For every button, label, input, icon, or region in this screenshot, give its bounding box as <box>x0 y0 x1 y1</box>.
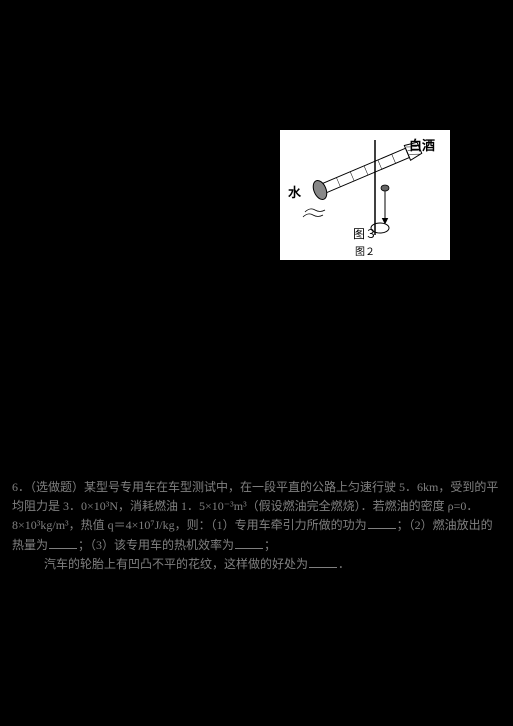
blank-4 <box>309 556 337 568</box>
question-part3: ；（3）该专用车的热机效率为 <box>78 538 234 552</box>
question-number: 6． <box>12 480 30 494</box>
question-part6: ． <box>338 557 350 571</box>
figure-subcaption: 图２ <box>355 243 375 258</box>
question-part5: 汽车的轮胎上有凹凸不平的花纹，这样做的好处为 <box>44 557 308 571</box>
question-text: 6．（选做题）某型号专用车在车型测试中，在一段平直的公路上匀速行驶 5．6km，… <box>12 478 501 574</box>
blank-2 <box>49 537 77 549</box>
question-6-block: 6．（选做题）某型号专用车在车型测试中，在一段平直的公路上匀速行驶 5．6km，… <box>12 478 501 574</box>
blank-1 <box>368 517 396 529</box>
figure-caption: 图３ <box>353 225 377 242</box>
blank-3 <box>235 537 263 549</box>
question-part4: ； <box>264 538 276 552</box>
figure-3-container: 白酒 水 图３ 图２ <box>280 130 450 260</box>
question-prefix: （选做题） <box>30 480 84 494</box>
